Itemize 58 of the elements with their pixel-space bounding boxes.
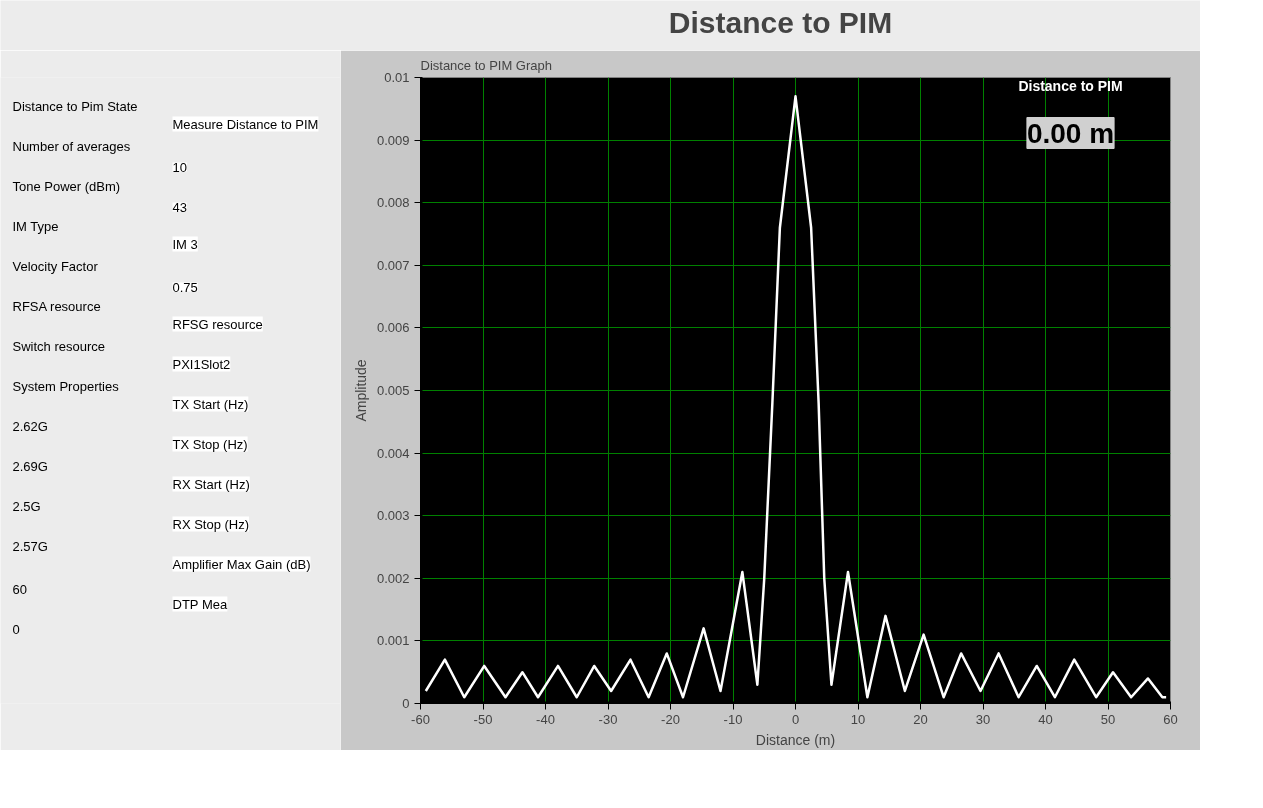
text: DTP Mea [172,596,228,612]
x-tick-label: 40 [1038,711,1053,727]
annotation: 0.00 m [1026,117,1115,149]
text: 10 [172,159,187,175]
text: 0.75 [172,279,198,295]
y-tick-label: 0.007 [376,257,410,273]
y-tick-label: 0.001 [376,633,410,649]
text: 2.57G [12,538,48,554]
y-tick-label: 0 [402,696,410,711]
chart-subtitle: Distance to PIM Graph [420,57,552,73]
x-tick-label: 10 [850,711,866,727]
text: RX Start (Hz) [172,476,250,492]
x-tick-label: 20 [913,711,928,727]
x-tick-label: -60 [411,711,430,727]
x-tick-label: -50 [473,711,493,727]
y-tick-label: 0.005 [376,383,410,398]
text: Switch resource [12,338,105,354]
y-tick-label: 0.009 [376,132,410,148]
text: TX Start (Hz) [172,396,249,412]
text: 43 [172,199,187,215]
text: RFSA resource [12,298,101,314]
text: PXI1Slot2 [172,356,231,372]
x-tick-label: 60 [1163,711,1178,727]
x-tick-label: 0 [791,711,800,727]
text: RX Stop (Hz) [172,516,250,532]
x-tick-label: -20 [661,711,680,727]
text: 2.69G [12,458,48,474]
y-axis-title: Amplitude [352,359,369,422]
y-tick-label: 0.004 [376,445,410,461]
x-axis-title: Distance (m) [755,731,836,748]
y-tick-label: 0.008 [376,195,410,211]
text: RFSG resource [172,316,263,332]
text: 60 [12,581,27,597]
x-tick-label: 30 [975,711,991,727]
y-tick-label: 0.003 [376,508,410,524]
text: Distance to Pim State [12,98,138,114]
text: Velocity Factor [12,258,99,274]
text: IM 3 [172,236,198,252]
line-series [424,95,1168,699]
text: 2.62G [12,418,48,434]
text: Number of averages [12,138,131,154]
x-tick-label: 50 [1100,711,1116,727]
y-tick-label: 0.01 [384,70,410,85]
x-tick-label: -40 [536,711,555,727]
text: 0 [12,621,20,637]
text: System Properties [12,378,120,394]
text: TX Stop (Hz) [172,436,248,452]
y-tick-label: 0.002 [376,570,410,586]
x-tick-label: -30 [598,711,618,727]
text: IM Type [12,218,59,234]
text: Tone Power (dBm) [12,178,121,194]
x-tick-label: -10 [723,711,743,727]
text: Measure Distance to PIM [172,116,319,132]
text: 2.5G [12,498,41,514]
y-tick-label: 0.006 [376,320,410,336]
text: Amplifier Max Gain (dB) [172,556,311,572]
chart-title: Distance to PIM [668,5,893,39]
annotation: Distance to PIM [1018,77,1123,94]
